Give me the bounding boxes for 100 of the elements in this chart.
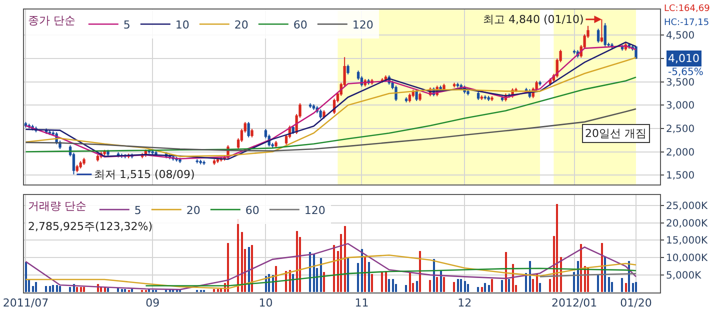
bar	[405, 285, 407, 292]
text: -5,65%	[668, 67, 704, 78]
bar	[529, 261, 531, 292]
y-tick-label: 25,000K	[666, 200, 708, 212]
bar	[131, 289, 133, 292]
legend-title: 거래량 단순	[28, 199, 86, 212]
text: LC:164,69	[664, 4, 710, 14]
bar	[49, 286, 51, 292]
bar	[56, 285, 58, 292]
annotation: 20일선 개짐	[585, 127, 646, 140]
candlestick	[178, 157, 182, 164]
bar	[83, 287, 85, 292]
legend-label: 120	[304, 204, 326, 217]
x-tick-label: 09	[146, 296, 160, 310]
legend-label: 60	[293, 18, 308, 32]
bar	[597, 274, 599, 292]
bar	[577, 261, 579, 292]
bar	[296, 231, 298, 292]
bar	[340, 234, 342, 292]
candlestick	[212, 158, 216, 166]
bar	[429, 280, 431, 292]
line-series	[25, 243, 637, 290]
candlestick	[404, 96, 408, 103]
bar	[32, 286, 34, 292]
bar	[107, 288, 109, 292]
annotation: 최고 4,840 (01/10)	[483, 13, 584, 26]
bar	[501, 280, 503, 292]
bar	[364, 256, 366, 292]
bar	[416, 281, 418, 292]
x-tick-label: 01/20	[620, 296, 652, 310]
legend-label: 60	[245, 204, 260, 217]
line-series	[145, 268, 637, 286]
y-tick-label: 1,500	[666, 170, 695, 182]
candlestick	[466, 89, 470, 96]
bar	[443, 277, 445, 292]
bar	[635, 282, 637, 292]
bar	[508, 279, 510, 292]
bar	[440, 270, 442, 292]
candlestick	[490, 96, 494, 102]
bar	[467, 284, 469, 292]
y-tick-label: 2,000	[666, 147, 695, 158]
y-tick-label: 3,000	[666, 100, 695, 112]
bar	[313, 254, 315, 292]
y-tick-label: 15,000K	[666, 236, 708, 247]
bar	[121, 289, 123, 292]
legend-label: 20	[186, 204, 200, 217]
candlestick	[250, 128, 254, 138]
candlestick	[394, 85, 398, 102]
bar	[80, 287, 82, 292]
legend-label: 5	[134, 204, 142, 217]
candlestick	[480, 94, 484, 101]
candlestick	[487, 95, 490, 102]
bar	[227, 243, 229, 292]
bar	[409, 273, 411, 292]
bar	[45, 286, 47, 292]
legend-label: 20	[234, 18, 248, 32]
bar	[381, 272, 383, 292]
bar	[532, 279, 534, 292]
y-tick-label: 2,500	[666, 124, 695, 135]
text: HC:-17,15	[664, 18, 710, 28]
candlestick	[247, 121, 250, 138]
bar	[556, 204, 558, 292]
bar	[52, 285, 54, 292]
bar	[625, 283, 627, 292]
candlestick	[196, 158, 198, 164]
bar	[217, 289, 219, 292]
bar	[392, 279, 394, 292]
bar	[457, 279, 459, 292]
bar	[477, 287, 479, 292]
candlestick	[202, 160, 206, 166]
bar	[76, 287, 78, 292]
bar	[248, 247, 250, 292]
bar	[632, 283, 634, 292]
candlestick	[319, 108, 322, 120]
bar	[488, 285, 490, 292]
bar	[539, 283, 541, 292]
bar	[320, 258, 322, 292]
x-tick-label: 2012/01	[551, 296, 598, 310]
bar	[357, 263, 359, 292]
candlestick	[76, 164, 78, 173]
bar	[347, 257, 349, 292]
candlestick	[274, 140, 278, 148]
bar	[368, 262, 370, 292]
x-tick-label: 12	[458, 296, 472, 310]
bar	[573, 272, 575, 292]
bar	[608, 277, 610, 292]
bar	[275, 266, 277, 292]
bar	[481, 287, 483, 292]
candlestick	[216, 157, 220, 164]
legend-label: 120	[352, 18, 374, 32]
y-tick-label: 3,500	[666, 77, 695, 88]
y-tick-label: 5,000K	[666, 270, 702, 282]
bar	[333, 245, 335, 292]
legend-label: 10	[175, 18, 190, 32]
legend-label: 5	[123, 18, 130, 32]
bar	[213, 289, 215, 292]
candlestick	[538, 80, 542, 86]
bar	[464, 281, 466, 292]
bar	[371, 274, 373, 292]
y-tick-label: 10,000K	[666, 253, 708, 264]
